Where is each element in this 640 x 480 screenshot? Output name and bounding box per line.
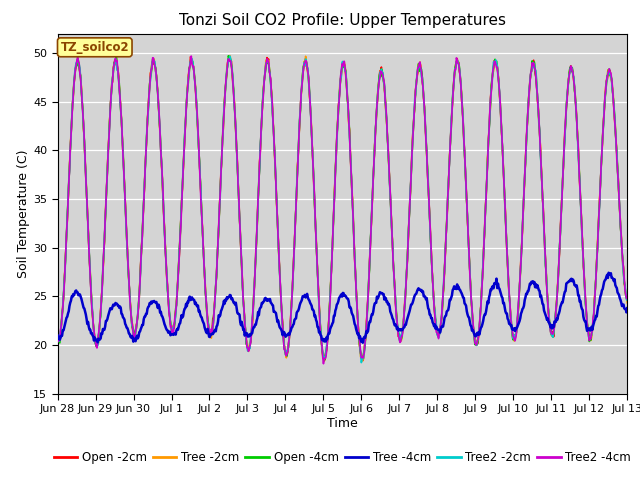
Line: Tree -4cm: Tree -4cm: [58, 273, 627, 343]
Open -2cm: [276, 268, 284, 274]
Tree2 -4cm: [276, 269, 284, 275]
Tree2 -4cm: [226, 59, 234, 64]
Open -4cm: [623, 296, 631, 302]
Open -2cm: [321, 358, 328, 364]
Open -2cm: [623, 293, 631, 299]
Tree -2cm: [276, 267, 284, 273]
Tree -2cm: [435, 333, 442, 338]
Legend: Open -2cm, Tree -2cm, Open -4cm, Tree -4cm, Tree2 -2cm, Tree2 -4cm: Open -2cm, Tree -2cm, Open -4cm, Tree -4…: [49, 446, 636, 469]
Tree2 -4cm: [54, 336, 61, 342]
Open -4cm: [403, 269, 410, 275]
Open -2cm: [403, 269, 410, 275]
Tree -4cm: [359, 340, 367, 346]
Open -4cm: [276, 269, 284, 275]
Open -2cm: [254, 195, 262, 201]
Tree2 -2cm: [276, 272, 284, 277]
Tree -2cm: [54, 336, 61, 342]
Tree -4cm: [402, 322, 410, 327]
Open -2cm: [187, 54, 195, 60]
Tree -4cm: [120, 317, 128, 323]
Open -4cm: [113, 52, 120, 58]
Tree -2cm: [225, 54, 233, 60]
Line: Open -4cm: Open -4cm: [58, 55, 627, 360]
Tree2 -4cm: [403, 269, 410, 275]
Tree -2cm: [403, 268, 410, 274]
Text: TZ_soilco2: TZ_soilco2: [60, 41, 129, 54]
Line: Tree2 -4cm: Tree2 -4cm: [58, 56, 627, 364]
Tree -4cm: [605, 270, 612, 276]
Tree2 -4cm: [319, 361, 327, 367]
Tree -4cm: [225, 294, 233, 300]
Open -4cm: [254, 197, 262, 203]
Tree2 -2cm: [225, 57, 233, 63]
Line: Tree2 -2cm: Tree2 -2cm: [58, 56, 627, 362]
Tree -4cm: [434, 327, 442, 333]
Tree -4cm: [275, 322, 283, 327]
Tree2 -2cm: [226, 53, 234, 59]
Title: Tonzi Soil CO2 Profile: Upper Temperatures: Tonzi Soil CO2 Profile: Upper Temperatur…: [179, 13, 506, 28]
Open -2cm: [435, 334, 442, 340]
Line: Open -2cm: Open -2cm: [58, 57, 627, 361]
Y-axis label: Soil Temperature (C): Soil Temperature (C): [17, 149, 30, 278]
Tree -4cm: [54, 334, 61, 340]
Open -4cm: [122, 197, 129, 203]
Tree2 -2cm: [623, 298, 631, 303]
Open -4cm: [321, 357, 328, 363]
Open -2cm: [54, 335, 61, 340]
Tree2 -4cm: [435, 336, 442, 341]
Tree -4cm: [253, 315, 261, 321]
Open -4cm: [54, 335, 61, 340]
Open -2cm: [120, 182, 128, 188]
Tree2 -4cm: [120, 181, 128, 187]
Tree -2cm: [120, 183, 128, 189]
Tree2 -2cm: [403, 267, 410, 273]
Tree -2cm: [254, 197, 262, 203]
Tree -2cm: [358, 358, 366, 364]
Open -2cm: [226, 55, 234, 61]
Open -4cm: [435, 332, 442, 338]
Tree2 -2cm: [254, 200, 262, 205]
Tree2 -2cm: [435, 335, 442, 341]
Tree2 -4cm: [254, 195, 262, 201]
Tree2 -4cm: [188, 53, 195, 59]
Open -4cm: [226, 55, 234, 61]
Tree -4cm: [623, 305, 631, 311]
Tree2 -2cm: [358, 360, 365, 365]
Line: Tree -2cm: Tree -2cm: [58, 56, 627, 361]
Tree2 -2cm: [120, 183, 128, 189]
X-axis label: Time: Time: [327, 417, 358, 430]
Tree2 -4cm: [623, 296, 631, 302]
Tree -2cm: [226, 53, 234, 59]
Tree2 -2cm: [54, 335, 61, 341]
Tree -2cm: [623, 300, 631, 306]
